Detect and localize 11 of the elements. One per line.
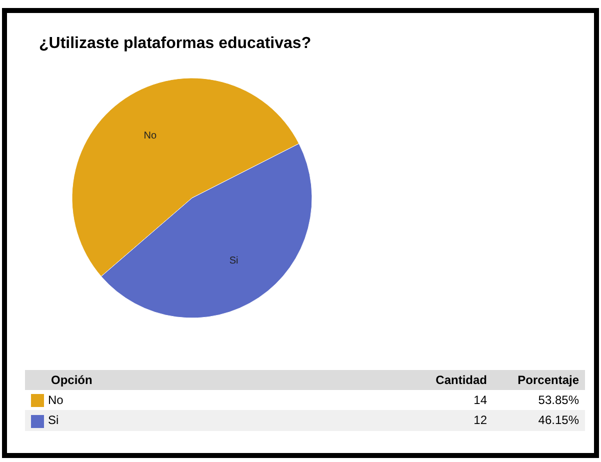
slice-label: No (144, 130, 158, 142)
legend-label: Si (47, 412, 60, 430)
data-label: 53.85% (537, 392, 580, 410)
table-row: No 14 53.85% (25, 390, 585, 410)
text: Cantidad (276, 370, 493, 390)
data-label: 46.15% (537, 412, 580, 430)
legend-label: No (47, 392, 64, 409)
slice-label: Si (229, 255, 238, 266)
chart-title: ¿Utilizaste plataformas educativas? (39, 35, 312, 53)
text: Opción (25, 370, 276, 390)
text: Porcentaje (493, 370, 585, 390)
